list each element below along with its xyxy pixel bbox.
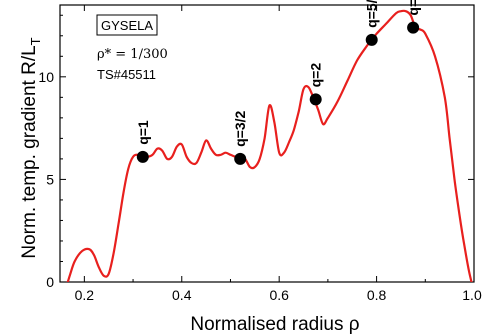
code-name-label: GYSELA <box>101 18 153 33</box>
x-tick-label: 0.8 <box>367 287 387 303</box>
marker-layer: q=1 q=3/2 q=2 q=5/2 q=3 <box>135 0 421 165</box>
plot-area <box>59 4 475 283</box>
rho-star-label: ρ* = 1/300 <box>97 47 168 62</box>
x-tick-label: 0.2 <box>75 287 95 303</box>
q-surface-marker <box>234 152 247 165</box>
plot-frame <box>59 4 475 283</box>
y-tick-label: 0 <box>46 274 54 290</box>
series-line <box>66 9 473 282</box>
q-surface-label: q=3 <box>405 0 421 16</box>
q-surface-label: q=2 <box>308 63 324 88</box>
q-surface-marker <box>365 33 378 46</box>
y-tick-label: 5 <box>46 171 54 187</box>
q-surface-label: q=3/2 <box>232 110 248 146</box>
x-tick-label: 1.0 <box>462 287 482 303</box>
annotation-group: GYSELA ρ* = 1/300 TS#45511 <box>96 14 168 82</box>
x-tick-label: 0.4 <box>172 287 192 303</box>
y-axis-title: Norm. temp. gradient R/LT <box>19 37 43 258</box>
code-name-box <box>96 14 158 36</box>
q-surface-marker <box>136 150 149 163</box>
series-layer <box>66 9 473 282</box>
axes: 0.2 0.4 0.6 0.8 1.0 0 5 10 <box>38 5 482 303</box>
q-surface-marker <box>407 21 420 34</box>
q-surface-marker <box>309 93 322 106</box>
shot-number-label: TS#45511 <box>97 67 156 82</box>
x-tick-label: 0.6 <box>269 287 289 303</box>
y-tick-label: 10 <box>38 69 54 85</box>
y-axis-title-subscript: T <box>28 37 43 45</box>
y-axis-title-main: Norm. temp. gradient R/L <box>19 45 40 258</box>
q-surface-label: q=1 <box>135 120 151 145</box>
q-surface-label: q=5/2 <box>364 0 380 28</box>
x-axis-title: Normalised radius ρ <box>190 314 359 335</box>
